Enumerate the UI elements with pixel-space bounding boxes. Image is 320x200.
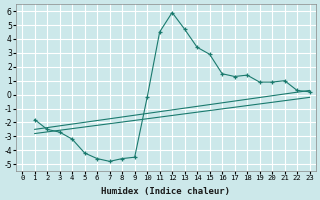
X-axis label: Humidex (Indice chaleur): Humidex (Indice chaleur) bbox=[101, 187, 230, 196]
